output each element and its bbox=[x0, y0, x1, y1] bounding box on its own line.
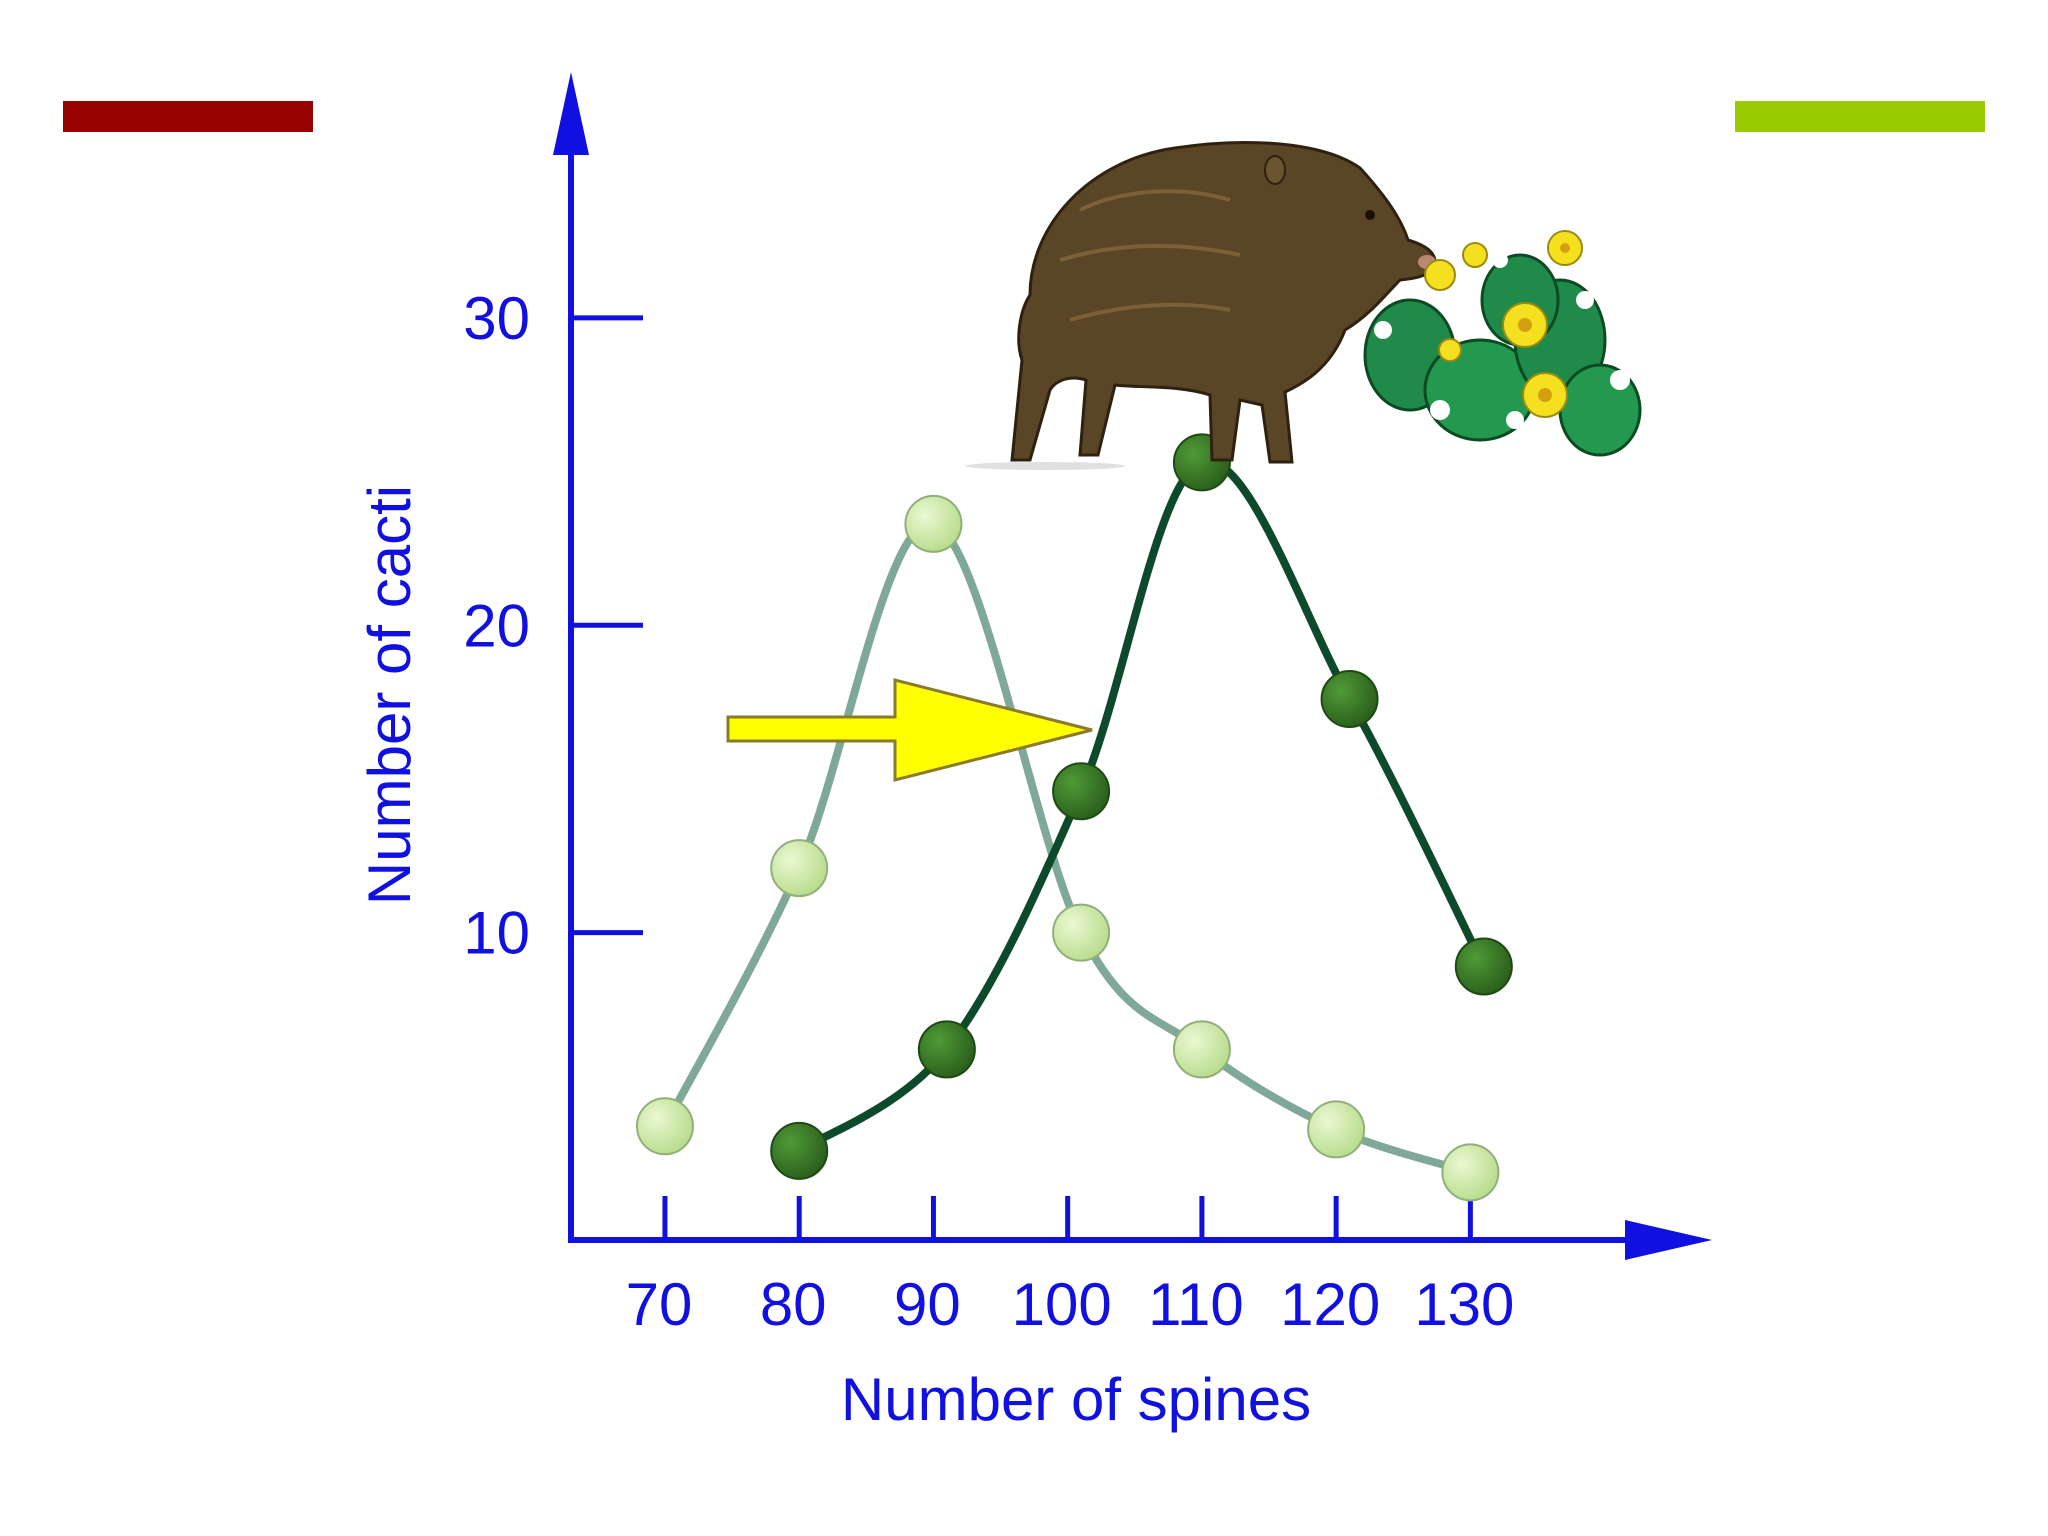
series-2-point bbox=[770, 1121, 829, 1180]
y-tick-label: 20 bbox=[463, 592, 530, 659]
x-tick-label: 120 bbox=[1280, 1271, 1380, 1338]
series-1-point bbox=[1441, 1143, 1500, 1202]
series-line-2 bbox=[795, 457, 1488, 1155]
series-1-point bbox=[770, 839, 829, 898]
shift-arrow bbox=[726, 678, 1093, 782]
accent-bar-left bbox=[63, 101, 313, 132]
y-tick-label: 30 bbox=[463, 285, 530, 352]
peccary-icon bbox=[965, 141, 1437, 470]
x-axis-label: Number of spines bbox=[841, 1366, 1311, 1433]
series-1-point bbox=[1052, 903, 1111, 962]
y-tick-label: 10 bbox=[463, 900, 530, 967]
series-2-point bbox=[917, 1020, 976, 1079]
series-1-point bbox=[635, 1097, 694, 1156]
x-tick-label: 90 bbox=[894, 1271, 961, 1338]
accent-bar-right bbox=[1735, 101, 1985, 132]
series-1-point bbox=[1172, 1020, 1231, 1079]
x-tick-label: 100 bbox=[1012, 1271, 1112, 1338]
x-tick-label: 130 bbox=[1414, 1271, 1514, 1338]
prickly-pear-cactus-icon bbox=[1363, 230, 1642, 457]
x-tick-label: 110 bbox=[1148, 1271, 1244, 1338]
y-axis-label: Number of cacti bbox=[356, 485, 423, 905]
series-2-point bbox=[1052, 762, 1111, 821]
series-2-point bbox=[1320, 670, 1379, 729]
x-axis-arrowhead bbox=[1625, 1220, 1712, 1260]
x-tick-label: 80 bbox=[760, 1271, 827, 1338]
series-2-point bbox=[1454, 937, 1513, 996]
y-axis-arrowhead bbox=[553, 72, 589, 155]
series-1-point bbox=[1307, 1100, 1366, 1159]
axes bbox=[553, 72, 1712, 1260]
x-tick-label: 70 bbox=[626, 1271, 693, 1338]
series-1-point bbox=[904, 494, 963, 553]
